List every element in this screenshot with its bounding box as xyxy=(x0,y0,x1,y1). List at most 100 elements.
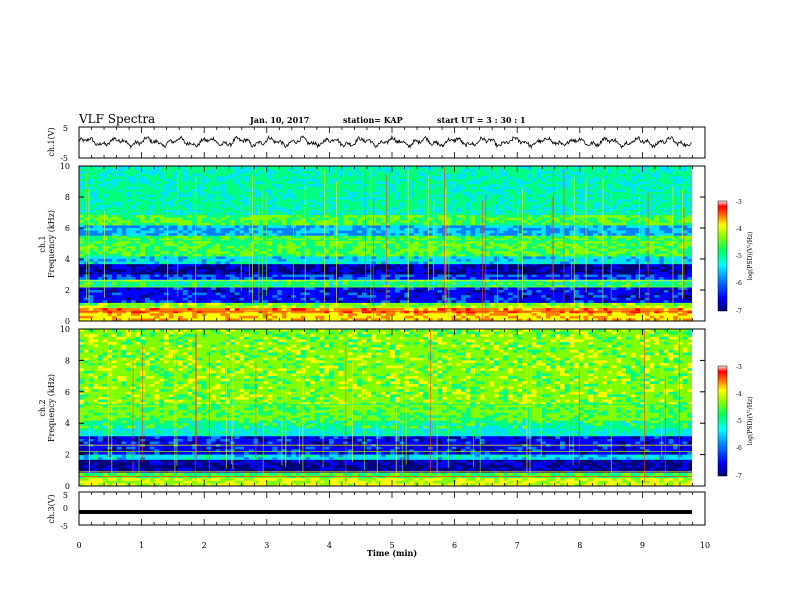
ch1-spec-cell xyxy=(173,194,179,198)
ch1-spec-cell xyxy=(178,184,184,187)
ch1-spec-cell xyxy=(135,243,141,247)
ch1-spec-cell xyxy=(286,173,292,177)
ch1-spec-cell xyxy=(116,186,122,190)
ch1-spec-cell xyxy=(357,173,363,177)
ch1-spec-cell xyxy=(314,209,320,213)
ch1-spec-cell xyxy=(206,259,212,262)
ch1-spec-cell xyxy=(446,184,452,187)
ch1-spec-cell xyxy=(272,228,278,231)
ch1-spec-cell xyxy=(234,178,240,182)
ch1-spec-cell xyxy=(314,256,320,260)
ch1-spec-cell xyxy=(673,230,679,234)
ch1-spec-cell xyxy=(272,230,278,234)
ch1-spec-cell xyxy=(456,202,462,206)
ch1-spec-cell xyxy=(446,251,452,255)
ch1-spec-cell xyxy=(244,243,250,247)
ch1-spec-cell xyxy=(272,235,278,239)
ch1-spec-cell xyxy=(116,253,122,257)
ch1-spec-cell xyxy=(281,248,287,252)
ch1-spec-cell xyxy=(300,253,306,257)
ch1-spec-cell xyxy=(201,225,207,229)
ch1-spec-cell xyxy=(399,199,405,203)
ch1-spec-cell xyxy=(526,197,532,200)
ch1-spec-cell xyxy=(658,246,665,249)
ch1-spec-cell xyxy=(621,251,627,255)
ch1-spec-cell xyxy=(470,217,476,221)
ch1-spec-cell xyxy=(211,191,217,195)
ch1-spec-cell xyxy=(116,246,122,249)
ch1-spec-cell xyxy=(187,240,193,244)
ch1-spec-cell xyxy=(508,186,514,190)
ch1-spec-cell xyxy=(88,189,94,193)
ch1-spec-cell xyxy=(526,230,532,234)
ch1-spec-cell xyxy=(93,246,99,249)
ch1-spec-cell xyxy=(574,243,580,247)
ch1-spec-cell xyxy=(229,240,235,244)
ch1-spec-cell xyxy=(262,173,268,177)
ch1-spec-cell xyxy=(451,186,457,190)
ch1-spec-cell xyxy=(121,246,127,249)
ch1-spec-cell xyxy=(526,235,532,239)
ch1-spec-cell xyxy=(682,212,688,216)
ch1-spec-cell xyxy=(588,168,594,172)
ch1-spec-cell xyxy=(446,186,452,190)
ch1-spec-cell xyxy=(625,194,631,198)
ch1-spec-cell xyxy=(286,220,292,224)
ch1-spec-cell xyxy=(658,235,665,239)
ch1-spec-cell xyxy=(493,191,499,195)
ch1-spec-cell xyxy=(536,243,542,247)
ch1-spec-cell xyxy=(418,238,424,242)
ch1-spec-cell xyxy=(555,184,561,187)
ch1-spec-cell xyxy=(409,259,415,262)
ch1-spec-cell xyxy=(687,186,693,190)
ch1-spec-cell xyxy=(116,197,122,200)
ch1-spec-cell xyxy=(310,176,316,180)
ch1-spec-cell xyxy=(559,166,565,169)
ch1-spec-cell xyxy=(163,253,169,257)
ch1-spec-cell xyxy=(644,202,650,206)
ch1-spec-cell xyxy=(399,184,405,187)
ch1-spec-cell xyxy=(220,207,226,211)
ch1-spec-cell xyxy=(687,243,693,247)
ch1-spec-cell xyxy=(564,217,570,221)
ch1-spec-cell xyxy=(376,197,382,200)
ch1-spec-cell xyxy=(168,184,174,187)
ch1-spec-cell xyxy=(409,173,415,177)
ch1-spec-cell xyxy=(526,189,532,193)
ch1-spec-cell xyxy=(413,168,419,172)
ch1-spec-cell xyxy=(526,204,532,208)
ch1-spec-cell xyxy=(267,178,273,182)
ch1-spec-cell xyxy=(465,166,471,169)
ch1-spec-cell xyxy=(545,251,551,255)
ch1-spec-cell xyxy=(682,259,688,262)
ch1-spec-cell xyxy=(126,248,132,252)
ch1-spec-cell xyxy=(281,199,287,203)
ch1-spec-cell xyxy=(376,199,382,203)
ch1-spec-cell xyxy=(394,235,400,239)
ch1-spec-cell xyxy=(404,259,410,262)
ch1-spec-cell xyxy=(654,194,660,198)
ch1-spec-cell xyxy=(286,235,292,239)
ch1-spec-cell xyxy=(239,233,245,237)
ch1-spec-cell xyxy=(361,194,367,198)
ch1-spec-cell xyxy=(489,240,495,244)
ch1-spec-cell xyxy=(380,261,386,265)
ch1-spec-cell xyxy=(361,225,367,229)
ch1-spec-cell xyxy=(267,253,273,257)
ch1-spec-cell xyxy=(536,186,542,190)
ch1-spec-cell xyxy=(592,181,598,185)
ch1-spec-cell xyxy=(635,228,641,231)
ch1-spec-cell xyxy=(682,209,688,213)
ch1-spec-cell xyxy=(574,204,580,208)
ch1-spec-cell xyxy=(253,233,259,237)
ch1-spec-cell xyxy=(432,233,438,237)
ch1-spec-cell xyxy=(88,199,94,203)
ch1-spec-cell xyxy=(178,217,184,221)
ch1-spec-cell xyxy=(239,240,245,244)
ch1-spec-cell xyxy=(668,184,674,187)
ch1-spec-cell xyxy=(517,253,523,257)
ch1-spec-cell xyxy=(394,225,400,229)
ch1-spec-cell xyxy=(262,240,268,244)
ch1-spec-cell xyxy=(300,178,306,182)
ch1-spec-cell xyxy=(470,202,476,206)
